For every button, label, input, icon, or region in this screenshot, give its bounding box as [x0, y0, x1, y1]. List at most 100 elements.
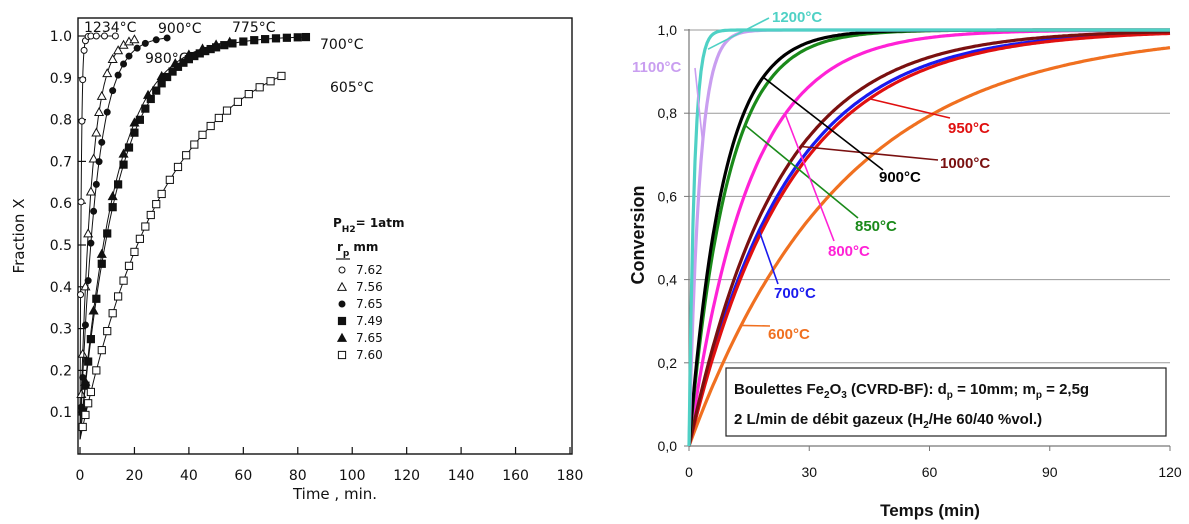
left-y-tick-label: 0.1 — [50, 405, 72, 421]
left-data-point — [141, 39, 149, 47]
left-series-label: 775°C — [232, 20, 276, 36]
left-data-point — [97, 259, 106, 268]
left-data-point — [271, 34, 281, 43]
left-data-point — [133, 44, 141, 52]
right-series-label: 1100°C — [632, 59, 682, 76]
left-data-point — [173, 162, 183, 172]
left-data-point — [190, 140, 199, 149]
right-annotation-box: Boulettes Fe2O3 (CVRD-BF): dp = 10mm; mp… — [725, 367, 1167, 437]
left-y-ticks: 0.1 0.2 0.3 0.4 0.5 0.6 0.7 0.8 0.9 1.0 — [50, 29, 86, 421]
left-data-point — [293, 33, 302, 42]
left-data-point — [255, 83, 264, 92]
left-x-ticks: 0 20 40 60 80 100 120 140 160 180 — [76, 447, 584, 484]
left-data-point — [80, 46, 88, 54]
left-data-point — [239, 37, 248, 46]
left-x-tick-label: 140 — [448, 468, 475, 484]
left-data-point — [118, 148, 129, 158]
left-series — [76, 34, 140, 440]
right-y-tick-label: 0,2 — [658, 355, 678, 371]
left-data-point — [92, 366, 101, 375]
left-y-tick-label: 0.4 — [50, 280, 72, 296]
left-x-tick-label: 40 — [180, 468, 198, 484]
left-series-label: 1234°C — [84, 20, 137, 36]
left-data-point — [103, 108, 111, 116]
left-data-point — [143, 89, 154, 99]
left-x-tick-label: 160 — [502, 468, 529, 484]
left-y-tick-label: 0.3 — [50, 322, 72, 338]
left-data-point — [114, 180, 123, 189]
right-series-leader — [784, 113, 835, 242]
left-data-point — [86, 387, 95, 397]
right-y-ticks: 0,0 0,2 0,4 0,6 0,8 1,0 — [658, 22, 689, 454]
left-data-point — [224, 36, 235, 46]
left-data-point — [146, 210, 155, 220]
left-y-axis-label: Fraction X — [10, 199, 28, 274]
left-series-line — [79, 36, 306, 440]
left-data-point — [79, 76, 87, 84]
left-data-point — [197, 43, 208, 53]
left-data-point — [102, 68, 113, 78]
left-x-tick-label: 80 — [289, 468, 307, 484]
left-data-point — [165, 175, 174, 184]
left-series — [78, 71, 286, 440]
left-series-label: 700°C — [320, 37, 364, 53]
right-y-tick-label: 0,4 — [658, 272, 678, 288]
left-data-point — [337, 316, 347, 326]
right-series-label: 900°C — [879, 169, 921, 186]
left-data-point — [78, 422, 87, 432]
left-x-tick-label: 60 — [234, 468, 252, 484]
left-data-point — [85, 186, 96, 196]
left-x-tick-label: 120 — [393, 468, 420, 484]
left-data-point — [88, 305, 99, 315]
left-data-point — [282, 33, 291, 42]
left-y-tick-label: 0.8 — [50, 113, 72, 129]
left-data-point — [77, 348, 88, 358]
left-data-point — [206, 121, 215, 131]
left-y-tick-label: 0.2 — [50, 363, 72, 379]
left-x-tick-label: 0 — [76, 468, 85, 484]
left-data-point — [277, 71, 286, 81]
legend-value: 7.60 — [356, 348, 383, 362]
left-data-point — [78, 117, 86, 125]
left-data-point — [336, 332, 348, 342]
left-chart: 0 20 40 60 80 100 120 140 160 180 0.1 0.2 0.3 0.4 0.5… — [10, 17, 584, 503]
left-data-point — [96, 90, 107, 100]
left-series-label: 980°C — [145, 51, 189, 67]
left-data-point — [301, 32, 311, 42]
left-data-point — [91, 127, 102, 137]
left-data-point — [198, 130, 207, 139]
right-series-leader — [741, 324, 771, 327]
left-data-point — [170, 58, 181, 68]
right-y-tick-label: 0,0 — [658, 438, 678, 454]
left-data-point — [152, 36, 160, 44]
left-y-tick-label: 0.5 — [50, 238, 72, 254]
left-data-point — [214, 113, 223, 123]
left-data-point — [168, 67, 177, 76]
left-data-point — [103, 327, 112, 336]
legend-value: 7.56 — [356, 280, 383, 294]
right-series-group — [687, 28, 1171, 447]
left-data-point — [88, 153, 99, 163]
left-series-labels: 1234°C 980°C 900°C 700°C 775°C 605°C — [84, 20, 374, 96]
left-data-point — [113, 45, 124, 55]
left-plot-frame — [77, 17, 573, 455]
legend-column-header: rp mm — [337, 240, 378, 259]
left-series-label: 900°C — [158, 21, 202, 37]
right-series-label: 1000°C — [940, 155, 990, 172]
left-x-tick-label: 100 — [339, 468, 366, 484]
left-data-point — [244, 90, 253, 99]
left-data-point — [152, 200, 161, 209]
left-data-point — [94, 106, 105, 117]
right-series-label: 700°C — [774, 285, 816, 302]
left-data-point — [233, 97, 242, 106]
left-data-point — [157, 189, 166, 199]
left-series — [77, 34, 171, 440]
left-data-point — [109, 87, 117, 95]
annotation-line-1: Boulettes Fe2O3 (CVRD-BF): dp = 10mm; mp… — [734, 381, 1089, 401]
left-data-point — [338, 300, 346, 308]
left-data-point — [87, 239, 95, 247]
left-y-tick-label: 1.0 — [50, 29, 72, 45]
left-x-tick-label: 180 — [557, 468, 584, 484]
legend-value: 7.62 — [356, 263, 383, 277]
left-y-tick-label: 0.9 — [50, 71, 72, 87]
